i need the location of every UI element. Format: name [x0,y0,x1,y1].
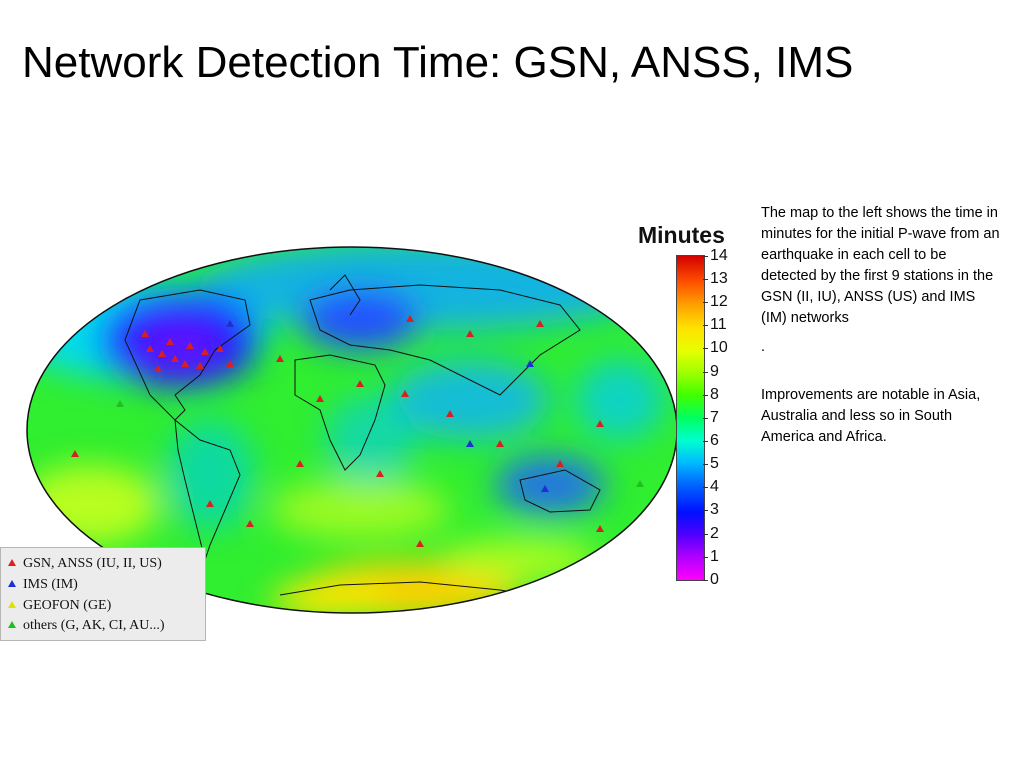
legend-item-others: others (G, AK, CI, AU...) [8,618,165,634]
colorbar-tick: 0 [703,571,719,588]
legend-item-geofon: GEOFON (GE) [8,598,111,614]
colorbar-tick: 11 [703,316,727,333]
yellow-triangle-icon [8,601,16,608]
red-triangle-icon [8,559,16,566]
colorbar-title: Minutes [638,222,725,248]
colorbar-tick: 3 [703,501,719,518]
colorbar-tick: 5 [703,455,719,472]
colorbar-tick: 12 [703,293,728,310]
colorbar-tick: 13 [703,270,728,287]
description-paragraph: The map to the left shows the time in mi… [761,205,1000,326]
green-triangle-icon [8,621,16,628]
colorbar-tick: 14 [703,247,728,264]
colorbar-tick: 10 [703,339,728,356]
legend-label: GSN, ANSS (IU, II, US) [23,556,162,571]
description-dot: . [761,339,766,355]
colorbar-tick: 4 [703,478,719,495]
legend-label: GEOFON (GE) [23,598,112,613]
description-panel: The map to the left shows the time in mi… [761,203,1001,448]
colorbar-tick: 8 [703,386,719,403]
blue-triangle-icon [8,580,16,587]
colorbar-tick: 9 [703,363,719,380]
colorbar-tick: 2 [703,525,719,542]
colorbar-tick: 1 [703,548,719,565]
station-legend: GSN, ANSS (IU, II, US) IMS (IM) GEOFON (… [0,547,206,641]
page-title: Network Detection Time: GSN, ANSS, IMS [22,38,854,87]
legend-label: IMS (IM) [23,577,78,592]
legend-item-gsn-anss: GSN, ANSS (IU, II, US) [8,556,162,572]
colorbar-tick: 6 [703,432,719,449]
description-paragraph: Improvements are notable in Asia, Austra… [761,387,981,445]
legend-item-ims: IMS (IM) [8,577,78,593]
legend-label: others (G, AK, CI, AU...) [23,618,165,633]
colorbar-gradient [676,255,705,581]
colorbar-tick: 7 [703,409,719,426]
